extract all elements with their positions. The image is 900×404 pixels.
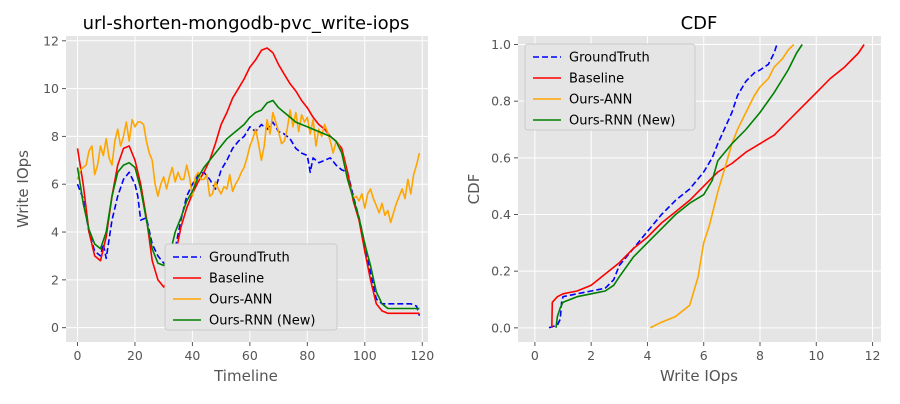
- x-tick-label: 20: [127, 348, 143, 363]
- ticks: 0 20 40 60 80 100 120 0 2 4 6 8 10 12: [43, 33, 434, 363]
- y-tick-label: 0.0: [491, 320, 511, 335]
- legend-box: [524, 43, 696, 131]
- legend-label: Ours-RNN (New): [209, 314, 315, 329]
- ticks: 0 2 4 6 8 10 12 0.0 0.2 0.4 0.6 0.8 1.0: [491, 37, 880, 363]
- x-axis-label: Write IOps: [660, 367, 738, 385]
- y-tick-label: 0: [51, 320, 59, 335]
- legend: GroundTruth Baseline Ours-ANN Ours-RNN (New…: [524, 43, 696, 131]
- legend-label: Baseline: [569, 72, 624, 87]
- series-line-ours-rnn-new: [555, 44, 803, 328]
- legend-box: [164, 243, 338, 331]
- x-tick-label: 40: [184, 348, 200, 363]
- x-tick-label: 80: [299, 348, 315, 363]
- series-line-baseline: [551, 44, 865, 328]
- x-tick-label: 100: [353, 348, 377, 363]
- y-tick-label: 6: [51, 177, 59, 192]
- y-tick-label: 0.6: [491, 150, 511, 165]
- y-tick-label: 0.2: [491, 264, 511, 279]
- y-tick-label: 0.8: [491, 94, 511, 109]
- legend-label: Ours-RNN (New): [569, 114, 675, 129]
- y-tick-label: 10: [43, 81, 59, 96]
- x-tick-label: 0: [531, 348, 539, 363]
- cdf-chart: CDF 0 2 4 6 8 10 12 0.0 0.2 0.4 0.6 0.8 1.0 Write IO…: [465, 13, 881, 385]
- x-tick-label: 60: [242, 348, 258, 363]
- chart-title: url-shorten-mongodb-pvc_write-iops: [83, 13, 410, 34]
- x-tick-label: 4: [643, 348, 651, 363]
- legend-label: GroundTruth: [209, 251, 290, 266]
- y-tick-label: 8: [51, 129, 59, 144]
- legend-label: GroundTruth: [569, 51, 650, 66]
- x-tick-label: 0: [74, 348, 82, 363]
- x-tick-label: 12: [865, 348, 881, 363]
- timeline-chart: url-shorten-mongodb-pvc_write-iops 0 20 40…: [14, 13, 434, 385]
- legend: GroundTruth Baseline Ours-ANN Ours-RNN (New…: [164, 243, 338, 331]
- series-line-groundtruth: [76, 121, 421, 316]
- legend-label: Baseline: [209, 272, 264, 287]
- series-line-ours-ann: [76, 109, 421, 224]
- y-tick-label: 2: [51, 272, 59, 287]
- y-tick-label: 0.4: [491, 207, 511, 222]
- y-axis-label: CDF: [465, 174, 483, 205]
- x-tick-label: 8: [756, 348, 764, 363]
- series-line-ours-rnn-new: [76, 99, 420, 310]
- y-axis-label: Write IOps: [14, 150, 32, 228]
- series-lines: [548, 43, 865, 329]
- y-tick-label: 1.0: [491, 37, 511, 52]
- grid: [66, 36, 428, 342]
- x-tick-label: 6: [700, 348, 708, 363]
- x-tick-label: 120: [410, 348, 434, 363]
- legend-label: Ours-ANN: [209, 293, 272, 308]
- x-tick-label: 10: [808, 348, 824, 363]
- series-line-baseline: [76, 47, 420, 315]
- x-axis-label: Timeline: [213, 367, 278, 385]
- y-tick-label: 4: [51, 225, 59, 240]
- chart-title: CDF: [681, 13, 718, 34]
- x-tick-label: 2: [587, 348, 595, 363]
- series-line-groundtruth: [548, 44, 778, 329]
- legend-label: Ours-ANN: [569, 93, 632, 108]
- series-lines: [76, 47, 421, 316]
- y-tick-label: 12: [43, 33, 59, 48]
